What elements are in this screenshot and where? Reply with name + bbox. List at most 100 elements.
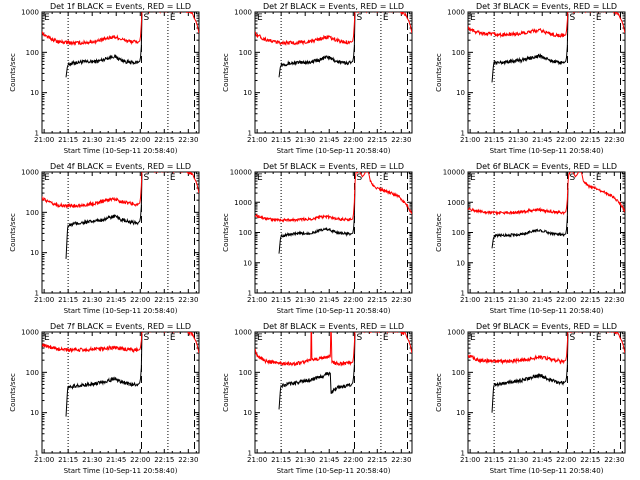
time-marker-label: E	[383, 333, 389, 343]
x-tick-label: 22:15	[580, 296, 600, 304]
x-tick-label: 21:45	[106, 456, 126, 464]
x-axis-label: Start Time (10-Sep-11 20:58:40)	[277, 307, 391, 315]
series-lld-line	[468, 172, 625, 216]
y-tick-label: 1	[35, 450, 39, 458]
x-tick-label: 22:15	[367, 456, 387, 464]
y-tick-label: 10	[243, 89, 252, 97]
y-tick-label: 100	[239, 49, 252, 57]
x-tick-label: 22:15	[580, 456, 600, 464]
time-marker-label: E	[470, 13, 476, 23]
x-tick-label: 21:30	[295, 136, 315, 144]
x-tick-label: 21:15	[271, 456, 291, 464]
y-tick-label: 100	[26, 369, 39, 377]
y-tick-label: 10	[30, 409, 39, 417]
x-tick-label: 22:00	[130, 456, 150, 464]
x-tick-label: 21:45	[106, 136, 126, 144]
y-tick-label: 100	[452, 229, 465, 237]
time-marker-label: E	[170, 333, 176, 343]
series-lld-line	[42, 172, 199, 209]
y-tick-label: 1000	[234, 9, 252, 17]
y-tick-label: 1000	[21, 169, 39, 177]
time-marker-label: E	[383, 173, 389, 183]
y-tick-label: 1	[461, 290, 465, 298]
detector-panel-1: Det 1f BLACK = Events, RED = LLD Counts/s…	[9, 2, 200, 155]
detector-panel-9: Det 9f BLACK = Events, RED = LLD Counts/s…	[435, 322, 626, 475]
panel-title: Det 2f BLACK = Events, RED = LLD	[263, 2, 404, 11]
detector-panel-5: Det 5f BLACK = Events, RED = LLD Counts/s…	[222, 162, 413, 315]
x-tick-label: 21:30	[508, 296, 528, 304]
y-tick-label: 1000	[447, 9, 465, 17]
y-axis-label: Counts/sec	[222, 213, 230, 252]
x-axis-label: Start Time (10-Sep-11 20:58:40)	[64, 467, 178, 475]
time-marker-label: E	[596, 13, 602, 23]
time-marker-label: E	[44, 333, 50, 343]
x-tick-label: 22:30	[178, 296, 198, 304]
x-tick-label: 22:30	[391, 456, 411, 464]
x-axis-label: Start Time (10-Sep-11 20:58:40)	[64, 147, 178, 155]
y-tick-label: 10000	[230, 169, 252, 177]
panel-title: Det 8f BLACK = Events, RED = LLD	[263, 322, 404, 331]
y-tick-label: 100	[26, 49, 39, 57]
x-tick-label: 22:15	[154, 456, 174, 464]
y-tick-label: 100	[26, 209, 39, 217]
y-tick-label: 1	[461, 450, 465, 458]
time-marker-label: E	[170, 13, 176, 23]
time-marker-label: E	[257, 333, 263, 343]
detector-panel-2: Det 2f BLACK = Events, RED = LLD Counts/s…	[222, 2, 413, 155]
y-tick-label: 1000	[234, 329, 252, 337]
y-axis-label: Counts/sec	[435, 53, 443, 92]
x-axis-label: Start Time (10-Sep-11 20:58:40)	[64, 307, 178, 315]
x-tick-label: 22:30	[178, 456, 198, 464]
plot-frame	[467, 331, 626, 454]
series-events-line	[278, 13, 356, 78]
time-marker-label: E	[470, 333, 476, 343]
detector-panel-4: Det 4f BLACK = Events, RED = LLD Counts/s…	[9, 162, 200, 315]
x-tick-label: 21:30	[82, 136, 102, 144]
plot-frame	[254, 11, 413, 134]
y-tick-label: 1000	[234, 199, 252, 207]
y-axis-label: Counts/sec	[222, 53, 230, 92]
y-axis-label: Counts/sec	[435, 373, 443, 412]
time-marker-label: E	[257, 13, 263, 23]
series-lld-line	[255, 12, 412, 47]
series-lld-line	[255, 172, 412, 223]
y-tick-label: 10	[456, 259, 465, 267]
x-tick-label: 22:30	[604, 136, 624, 144]
y-tick-label: 1000	[447, 199, 465, 207]
x-tick-label: 21:45	[532, 296, 552, 304]
x-tick-label: 22:00	[556, 296, 576, 304]
panel-title: Det 6f BLACK = Events, RED = LLD	[476, 162, 617, 171]
detector-panel-7: Det 7f BLACK = Events, RED = LLD Counts/s…	[9, 322, 200, 475]
x-tick-label: 21:00	[34, 136, 54, 144]
time-marker-label: S	[356, 333, 362, 343]
y-tick-label: 100	[239, 369, 252, 377]
y-tick-label: 10	[456, 409, 465, 417]
series-events-line	[491, 13, 569, 83]
time-marker-label: E	[596, 173, 602, 183]
time-marker-label: E	[44, 173, 50, 183]
y-tick-label: 10	[243, 259, 252, 267]
y-tick-label: 100	[239, 229, 252, 237]
y-tick-label: 100	[452, 369, 465, 377]
x-tick-label: 21:15	[271, 136, 291, 144]
series-events-line	[65, 13, 143, 78]
series-events-line	[491, 187, 569, 249]
x-tick-label: 21:45	[319, 136, 339, 144]
y-tick-label: 1	[248, 130, 252, 138]
x-tick-label: 21:00	[460, 136, 480, 144]
x-tick-label: 22:30	[604, 296, 624, 304]
x-axis-label: Start Time (10-Sep-11 20:58:40)	[490, 467, 604, 475]
x-tick-label: 21:30	[508, 136, 528, 144]
x-tick-label: 21:15	[58, 296, 78, 304]
x-tick-label: 22:30	[391, 136, 411, 144]
x-axis-label: Start Time (10-Sep-11 20:58:40)	[277, 147, 391, 155]
x-tick-label: 22:00	[556, 456, 576, 464]
x-tick-label: 22:00	[130, 136, 150, 144]
panel-title: Det 4f BLACK = Events, RED = LLD	[50, 162, 191, 171]
y-tick-label: 10	[30, 89, 39, 97]
y-tick-label: 1	[248, 290, 252, 298]
series-events-line	[278, 333, 356, 410]
series-lld-line	[255, 332, 412, 367]
x-tick-label: 21:15	[484, 456, 504, 464]
